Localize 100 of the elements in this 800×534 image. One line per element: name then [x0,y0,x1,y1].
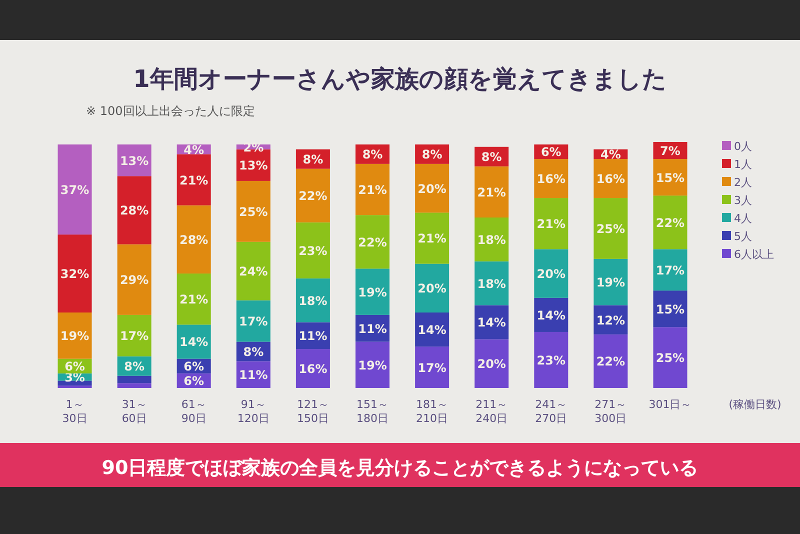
data-label: 15% [656,302,685,316]
legend-label: 1人 [734,158,752,171]
legend-label: 0人 [734,140,752,153]
data-label: 23% [298,244,328,258]
data-label: 22% [596,354,626,369]
data-label: 28% [179,232,208,247]
data-label: 18% [298,294,328,308]
data-label: 13% [239,158,268,173]
bar [117,383,152,388]
bar [415,164,450,213]
data-label: 22% [358,235,387,250]
data-label: 19% [358,358,387,372]
legend-label: 5人 [734,230,752,243]
x-tick-label: 211～240日 [476,398,508,425]
chart-subtitle: ※ 100回以上出会った人に限定 [86,104,255,118]
data-label: 21% [179,173,208,188]
bar [236,180,270,242]
bar [176,205,211,274]
data-label: 20% [418,282,446,296]
data-label: 20% [477,357,506,372]
chart-title: 1年間オーナーさんや家族の顔を覚えてきました [133,65,667,93]
text: 90日程度でほぼ家族の全員を見分けることができるようになっている [102,457,698,479]
x-tick-label: 271～300日 [594,398,627,425]
data-label: 11% [239,368,268,382]
bar [296,222,330,278]
data-label: 32% [60,267,90,282]
data-label: 19% [60,329,90,344]
bar [117,244,152,315]
data-label: 6% [540,145,562,160]
bar [534,249,568,298]
x-tick-label: 61～90日 [181,398,206,425]
bar [534,332,568,388]
data-label: 21% [418,232,446,246]
x-tick-label: 181～210日 [416,398,448,425]
x-tick-label: 241～270日 [535,398,568,425]
bar [415,264,450,312]
bar [58,234,92,312]
bar [474,339,509,388]
data-label: 17% [120,329,149,344]
data-label: 17% [656,263,685,278]
data-label: 8% [422,148,442,162]
data-label: 12% [596,313,626,328]
legend-label: 6人以上 [734,248,774,261]
bar [653,196,688,250]
data-label: 14% [179,335,208,350]
data-label: 22% [656,216,685,230]
bar [594,334,628,388]
bar [474,305,509,340]
data-label: 25% [596,222,626,236]
data-label: 19% [596,276,626,290]
data-label: 8% [362,148,383,162]
bar [176,154,211,206]
bar [356,342,390,388]
bar [474,166,509,218]
data-label: 20% [418,182,446,196]
data-label: 13% [120,154,149,168]
bar [356,215,390,269]
data-label: 16% [596,172,626,186]
data-label: 18% [477,276,506,291]
data-label: 16% [536,172,566,186]
bar [415,346,450,388]
data-label: 21% [179,292,208,307]
data-label: 21% [358,182,387,197]
legend-label: 4人 [734,212,752,225]
data-label: 8% [243,344,264,359]
data-label: 16% [298,362,328,376]
data-label: 11% [358,322,387,336]
bar [117,376,152,384]
data-label: 21% [536,217,566,232]
data-label: 6% [184,360,204,374]
x-tick-label: 151～180日 [356,398,388,425]
data-label: 23% [536,353,566,368]
bar [653,249,688,291]
bar [117,176,152,244]
data-label: 8% [302,152,324,167]
bar [653,327,688,388]
bar [356,268,390,315]
bar [594,258,628,306]
x-tick-label: 91～120日 [237,398,270,425]
data-label: 20% [536,267,566,282]
bar [176,274,211,325]
bar [474,218,509,262]
x-tick-label: 1～30日 [62,398,88,425]
bar [534,198,568,250]
data-label: 14% [536,308,566,322]
data-label: 4% [600,148,621,162]
data-label: 29% [120,273,149,288]
bar [356,164,390,216]
data-label: 14% [477,316,506,330]
data-label: 25% [656,351,685,366]
bar [415,212,450,264]
bar [117,314,152,356]
data-label: 21% [477,185,506,200]
x-tick-label: 31～60日 [122,398,147,425]
data-label: 24% [239,264,268,279]
bar [58,380,92,386]
data-label: 14% [418,323,446,338]
data-label: 19% [358,285,387,300]
data-label: 17% [239,314,268,329]
data-label: 25% [239,204,268,219]
